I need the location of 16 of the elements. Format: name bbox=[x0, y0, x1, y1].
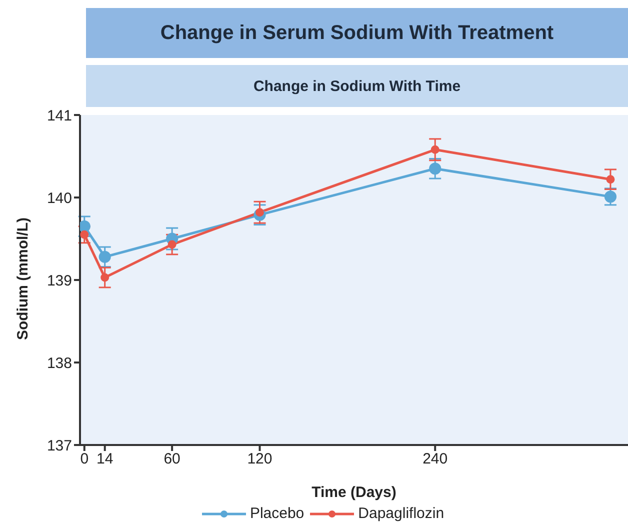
x-tick-label: 0 bbox=[80, 450, 89, 468]
chart-subtitle: Change in Sodium With Time bbox=[86, 65, 628, 107]
x-tick-label: 60 bbox=[164, 450, 180, 468]
y-tick-label: 137 bbox=[46, 437, 72, 454]
y-tick-label: 141 bbox=[46, 107, 72, 124]
x-tick-label: 14 bbox=[96, 450, 114, 468]
y-tick-label: 138 bbox=[46, 354, 72, 372]
y-tick-label: 140 bbox=[46, 190, 72, 207]
x-axis-title: Time (Days) bbox=[312, 484, 396, 501]
legend-label: Placebo bbox=[250, 505, 304, 522]
x-tick-label: 120 bbox=[247, 450, 272, 468]
legend-label: Dapagliflozin bbox=[358, 505, 444, 522]
y-axis-title: Sodium (mmol/L) bbox=[14, 218, 32, 340]
y-tick-label: 139 bbox=[46, 272, 72, 290]
chart-title: Change in Serum Sodium With Treatment bbox=[86, 8, 628, 58]
x-tick-label: 240 bbox=[422, 450, 448, 468]
